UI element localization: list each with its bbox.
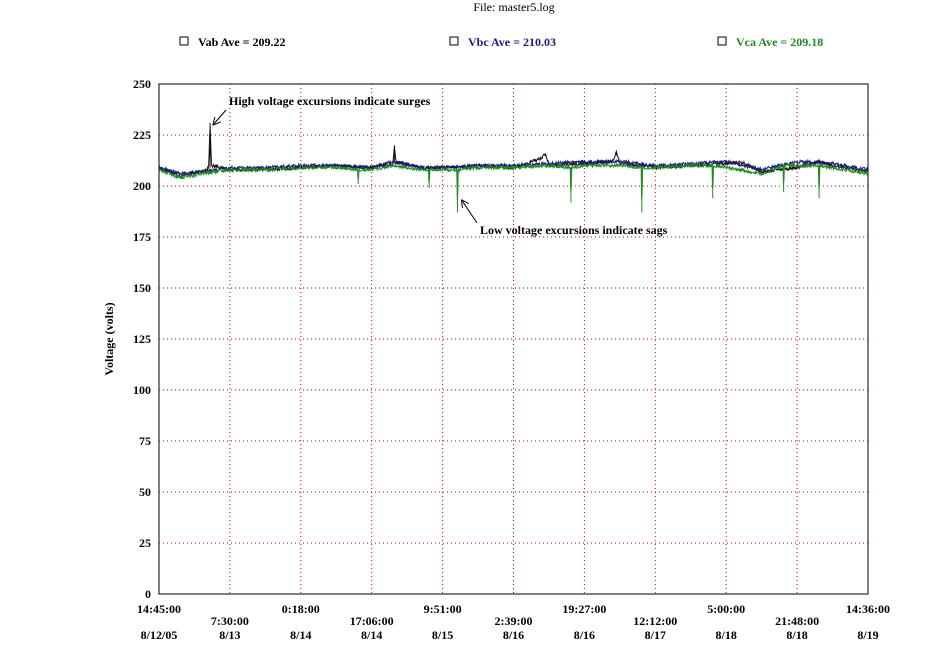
x-tick-time-label: 12:12:00 [633, 614, 677, 628]
x-tick-date-label: 8/16 [503, 628, 524, 642]
y-tick-label: 50 [139, 485, 151, 499]
annotation-surge: High voltage excursions indicate surges [229, 94, 431, 108]
x-tick-time-label: 2:39:00 [495, 614, 533, 628]
x-tick-date-label: 8/15 [432, 628, 453, 642]
x-tick-time-label: 17:06:00 [350, 614, 394, 628]
y-tick-label: 125 [133, 332, 151, 346]
legend-label: Vab Ave = 209.22 [198, 35, 286, 49]
y-tick-label: 100 [133, 383, 151, 397]
x-tick-date-label: 8/17 [645, 628, 666, 642]
x-tick-date-label: 8/14 [290, 628, 311, 642]
legend-swatch [179, 36, 189, 46]
y-tick-label: 200 [133, 179, 151, 193]
legend-swatch [717, 36, 727, 46]
annotation-surge-arrow [214, 109, 227, 124]
x-tick-date-label: 8/16 [574, 628, 595, 642]
x-tick-time-label: 5:00:00 [707, 602, 745, 616]
x-tick-time-label: 19:27:00 [562, 602, 606, 616]
x-tick-time-label: 21:48:00 [775, 614, 819, 628]
legend-label: Vbc Ave = 210.03 [468, 35, 556, 49]
x-tick-time-label: 14:45:00 [137, 602, 181, 616]
y-tick-label: 150 [133, 281, 151, 295]
x-tick-date-label: 8/18 [716, 628, 737, 642]
annotations: High voltage excursions indicate surges L… [214, 94, 668, 237]
series-layer [158, 122, 869, 213]
y-tick-label: 75 [139, 434, 151, 448]
x-tick-date-label: 8/14 [361, 628, 382, 642]
x-tick-date-label: 8/19 [857, 628, 878, 642]
y-tick-label: 25 [139, 536, 151, 550]
y-tick-label: 175 [133, 230, 151, 244]
annotation-sag: Low voltage excursions indicate sags [480, 223, 668, 237]
chart-title: File: master5.log [473, 0, 554, 14]
x-tick-date-label: 8/18 [786, 628, 807, 642]
y-tick-label: 0 [145, 587, 151, 601]
legend-swatch [449, 36, 459, 46]
axis-ticks: 0 25 50 75 100 125 150 175 200 225 250 14:45:00 8/12… [133, 77, 890, 642]
x-tick-date-label: 8/12/05 [141, 628, 178, 642]
y-axis-label: Voltage (volts) [102, 302, 116, 375]
x-tick-date-label: 8/13 [219, 628, 240, 642]
y-tick-label: 225 [133, 128, 151, 142]
series-line-vca [158, 162, 869, 213]
x-tick-time-label: 9:51:00 [424, 602, 462, 616]
series-line-vbc [158, 158, 869, 177]
legend: Vab Ave = 209.22 Vbc Ave = 210.03 Vca Ave … [179, 35, 823, 49]
annotation-sag-arrow [462, 201, 478, 224]
x-tick-time-label: 7:30:00 [211, 614, 249, 628]
legend-label: Vca Ave = 209.18 [736, 35, 823, 49]
x-tick-time-label: 14:36:00 [846, 602, 890, 616]
y-tick-label: 250 [133, 77, 151, 91]
x-tick-time-label: 0:18:00 [282, 602, 320, 616]
